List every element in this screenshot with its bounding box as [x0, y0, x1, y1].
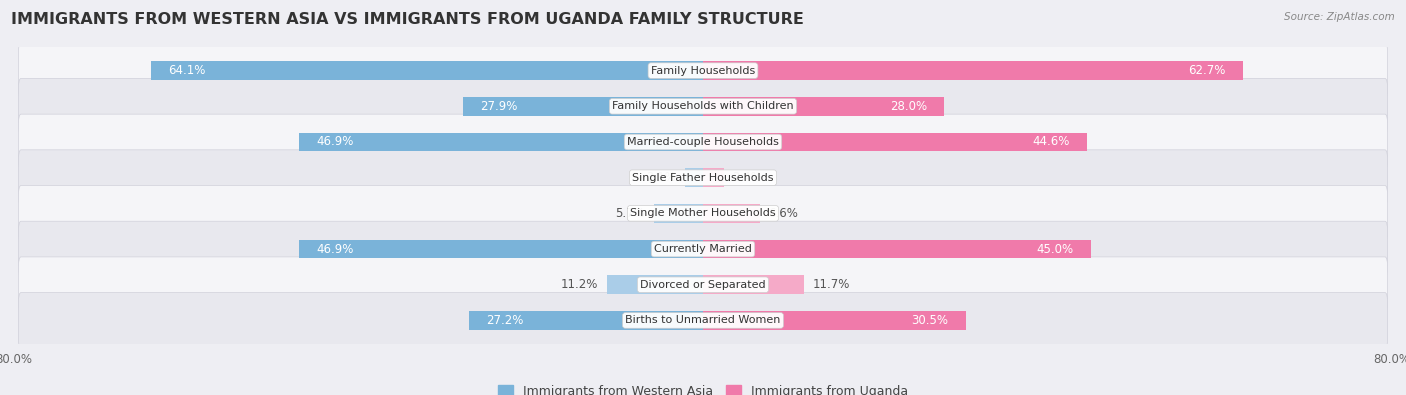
FancyBboxPatch shape: [18, 43, 1388, 98]
Text: 11.2%: 11.2%: [561, 278, 598, 291]
Bar: [463, 97, 703, 116]
Text: Single Mother Households: Single Mother Households: [630, 209, 776, 218]
Text: 2.1%: 2.1%: [647, 171, 676, 184]
Bar: [703, 168, 724, 187]
Text: Currently Married: Currently Married: [654, 244, 752, 254]
FancyBboxPatch shape: [18, 79, 1388, 134]
Bar: [150, 61, 703, 80]
Text: 46.9%: 46.9%: [316, 135, 354, 149]
Text: Births to Unmarried Women: Births to Unmarried Women: [626, 316, 780, 325]
Bar: [703, 61, 1243, 80]
Text: Family Households with Children: Family Households with Children: [612, 101, 794, 111]
Text: 62.7%: 62.7%: [1188, 64, 1226, 77]
Text: Family Households: Family Households: [651, 66, 755, 75]
Bar: [703, 204, 759, 223]
Bar: [606, 275, 703, 294]
Bar: [703, 275, 804, 294]
Text: Source: ZipAtlas.com: Source: ZipAtlas.com: [1284, 12, 1395, 22]
Bar: [703, 311, 966, 330]
FancyBboxPatch shape: [18, 186, 1388, 241]
Text: 64.1%: 64.1%: [169, 64, 205, 77]
FancyBboxPatch shape: [18, 221, 1388, 277]
Text: 28.0%: 28.0%: [890, 100, 927, 113]
Bar: [654, 204, 703, 223]
Bar: [703, 133, 1087, 151]
FancyBboxPatch shape: [18, 114, 1388, 170]
FancyBboxPatch shape: [18, 150, 1388, 205]
Text: IMMIGRANTS FROM WESTERN ASIA VS IMMIGRANTS FROM UGANDA FAMILY STRUCTURE: IMMIGRANTS FROM WESTERN ASIA VS IMMIGRAN…: [11, 12, 804, 27]
Legend: Immigrants from Western Asia, Immigrants from Uganda: Immigrants from Western Asia, Immigrants…: [494, 380, 912, 395]
Text: Married-couple Households: Married-couple Households: [627, 137, 779, 147]
Text: 6.6%: 6.6%: [769, 207, 799, 220]
Text: Single Father Households: Single Father Households: [633, 173, 773, 182]
Bar: [703, 240, 1091, 258]
Text: 5.7%: 5.7%: [616, 207, 645, 220]
Text: 11.7%: 11.7%: [813, 278, 849, 291]
Text: 46.9%: 46.9%: [316, 243, 354, 256]
Text: 44.6%: 44.6%: [1032, 135, 1070, 149]
Bar: [468, 311, 703, 330]
Bar: [685, 168, 703, 187]
Text: 2.4%: 2.4%: [733, 171, 762, 184]
Text: 30.5%: 30.5%: [911, 314, 949, 327]
Text: 45.0%: 45.0%: [1036, 243, 1073, 256]
Bar: [299, 240, 703, 258]
Text: 27.9%: 27.9%: [479, 100, 517, 113]
Text: 27.2%: 27.2%: [486, 314, 523, 327]
Bar: [299, 133, 703, 151]
Bar: [703, 97, 945, 116]
FancyBboxPatch shape: [18, 293, 1388, 348]
Text: Divorced or Separated: Divorced or Separated: [640, 280, 766, 290]
FancyBboxPatch shape: [18, 257, 1388, 312]
